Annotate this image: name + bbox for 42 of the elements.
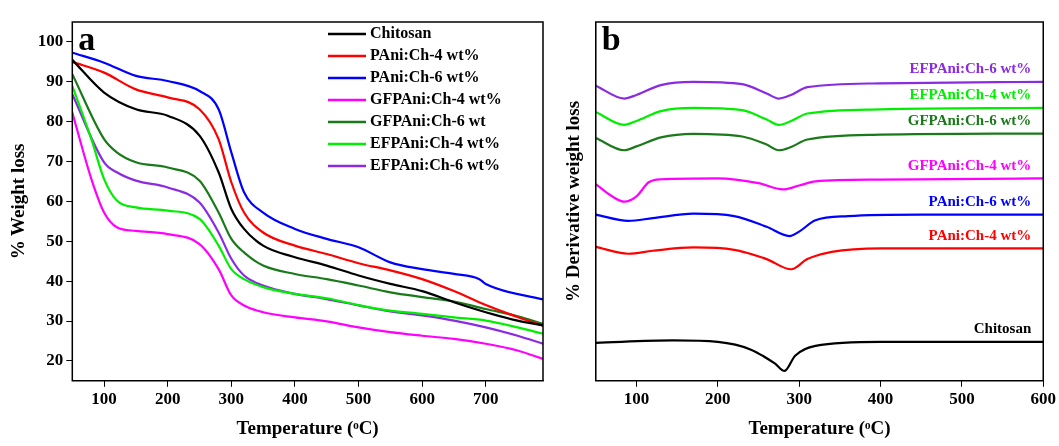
- series-label: PAni:Ch-6 wt%: [928, 192, 1032, 209]
- y-tick-label: 70: [46, 150, 64, 170]
- y-axis-title: % Derivative weight loss: [562, 100, 584, 302]
- legend-label: PAni:Ch-4 wt%: [370, 46, 480, 64]
- y-tick-label: 40: [46, 270, 64, 290]
- legend-label: GFPAni:Ch-4 wt%: [370, 90, 502, 108]
- series-label: EFPAni:Ch-4 wt%: [909, 86, 1032, 103]
- legend-label: EFPAni:Ch-6 wt%: [370, 156, 500, 174]
- x-tick-label: 500: [345, 389, 372, 409]
- y-tick-label: 100: [37, 31, 64, 51]
- legend-label: Chitosan: [370, 24, 432, 42]
- y-tick-label: 80: [46, 111, 64, 131]
- y-tick-label: 20: [46, 350, 64, 370]
- x-tick-label: 600: [409, 389, 435, 409]
- series-label: Chitosan: [973, 320, 1032, 337]
- x-tick-label: 400: [282, 389, 308, 409]
- x-tick-label: 100: [91, 389, 117, 409]
- series-label: EFPAni:Ch-6 wt%: [909, 60, 1032, 77]
- text: b: [601, 19, 621, 57]
- x-tick-label: 400: [867, 389, 894, 409]
- legend-label: GFPAni:Ch-6 wt: [370, 112, 487, 130]
- y-tick-label: 60: [46, 190, 64, 210]
- series-label: PAni:Ch-4 wt%: [928, 226, 1032, 243]
- x-tick-label: 500: [949, 389, 975, 409]
- x-tick-label: 300: [786, 389, 812, 409]
- x-tick-label: 600: [1030, 389, 1056, 409]
- series-label: GFPAni:Ch-4 wt%: [907, 156, 1032, 173]
- x-tick-label: 300: [218, 389, 245, 409]
- x-tick-label: 100: [623, 389, 650, 409]
- legend-label: EFPAni:Ch-4 wt%: [370, 134, 500, 152]
- y-axis-title: % Weight loss: [7, 143, 29, 260]
- annotation: a: [78, 19, 96, 57]
- x-axis-title: Temperature (ᵒC): [236, 416, 379, 439]
- x-tick-label: 700: [473, 389, 499, 409]
- x-tick-label: 200: [154, 389, 181, 409]
- legend-label: PAni:Ch-6 wt%: [370, 68, 480, 86]
- y-tick-label: 90: [46, 71, 64, 91]
- y-tick-label: 50: [46, 230, 64, 250]
- y-tick-label: 30: [46, 310, 64, 330]
- x-tick-label: 200: [705, 389, 731, 409]
- series-label: GFPAni:Ch-6 wt%: [907, 111, 1032, 128]
- x-axis-title: Temperature (ᵒC): [748, 416, 891, 439]
